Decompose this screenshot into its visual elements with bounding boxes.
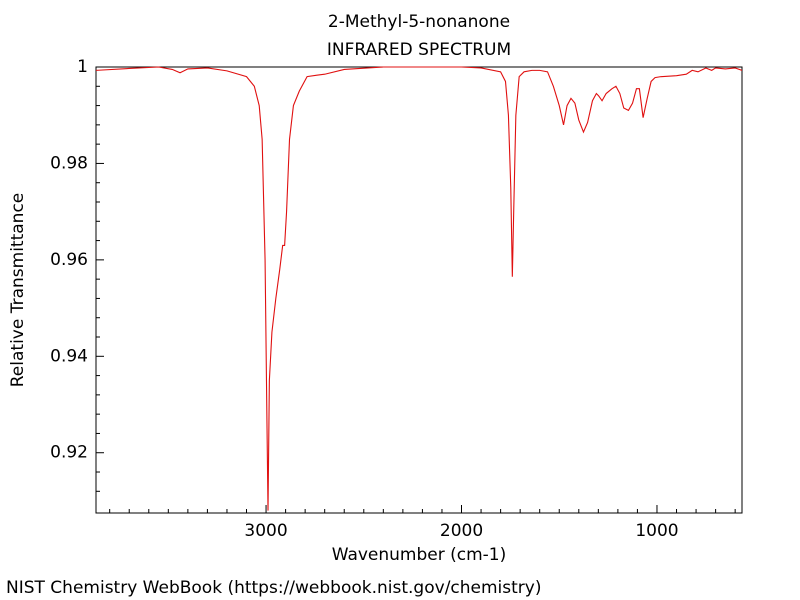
chart-title: 2-Methyl-5-nonanone — [328, 12, 510, 32]
y-axis-label: Relative Transmittance — [8, 193, 28, 388]
y-tick-label: 0.92 — [50, 443, 88, 463]
x-tick-label: 2000 — [440, 521, 483, 541]
chart-subtitle: INFRARED SPECTRUM — [327, 40, 511, 60]
footer: NIST Chemistry WebBook (https://webbook.… — [6, 578, 541, 598]
y-tick-label: 0.98 — [50, 153, 88, 173]
y-tick-label: 1 — [77, 57, 88, 77]
y-tick-label: 0.94 — [50, 346, 88, 366]
x-tick-label: 1000 — [635, 521, 678, 541]
x-tick-label: 3000 — [244, 521, 287, 541]
y-tick-label: 0.96 — [50, 250, 88, 270]
plot-frame — [95, 66, 743, 514]
x-axis-label: Wavenumber (cm-1) — [332, 545, 507, 565]
spectrum-line — [95, 66, 743, 511]
